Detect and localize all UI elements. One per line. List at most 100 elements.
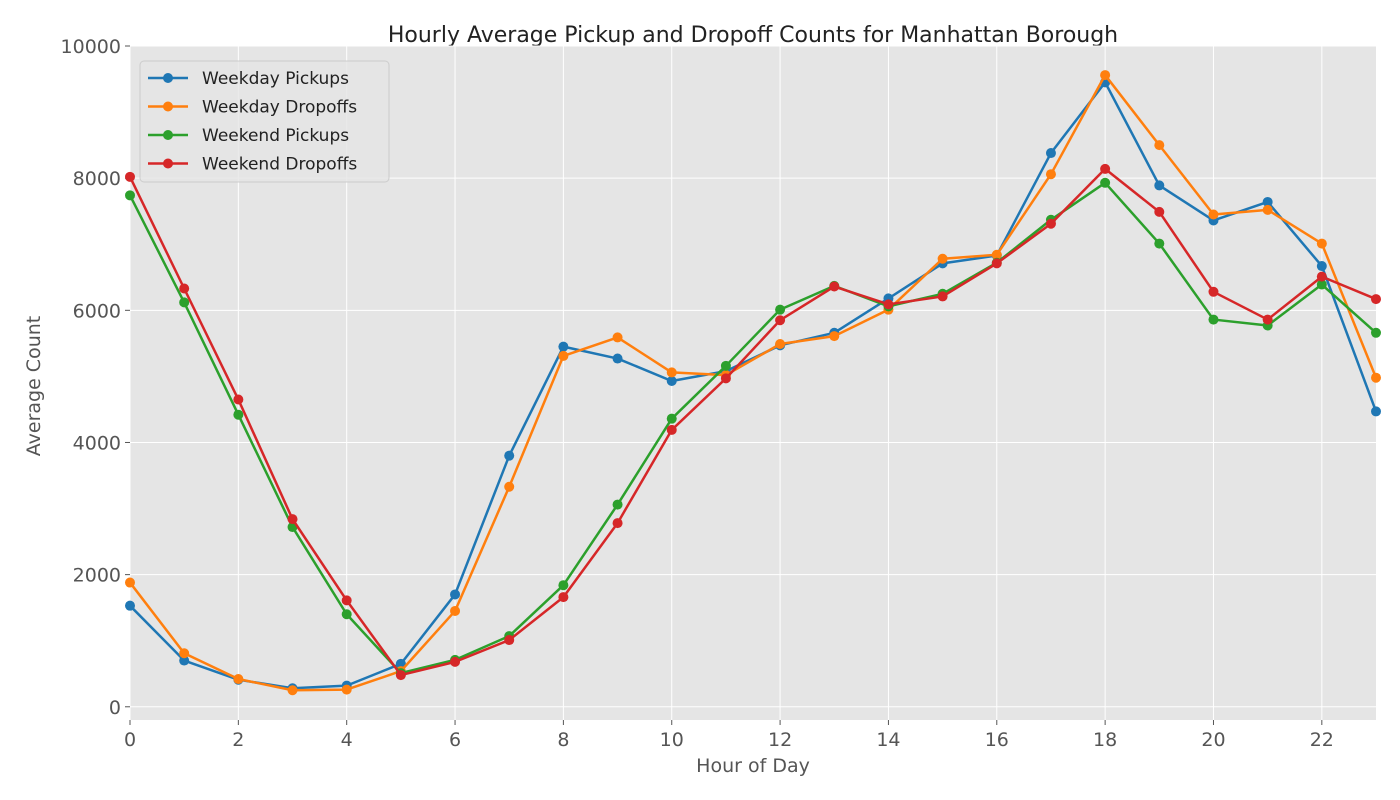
legend-label: Weekend Dropoffs (202, 155, 357, 175)
data-point (233, 674, 244, 685)
data-point (1371, 372, 1381, 383)
legend-swatch-marker (163, 130, 173, 140)
data-point (125, 171, 135, 182)
data-point (125, 190, 135, 201)
data-point (1262, 196, 1273, 207)
data-point (1371, 327, 1381, 338)
data-point (1100, 70, 1111, 81)
legend-item: Weekend Pickups (148, 126, 349, 146)
x-axis-label: Hour of Day (696, 755, 810, 777)
legend-item: Weekend Dropoffs (148, 155, 357, 175)
data-point (450, 605, 461, 616)
series-line (128, 167, 1377, 677)
data-point (1316, 279, 1327, 290)
data-point (775, 315, 786, 326)
data-point (504, 450, 515, 461)
chart-title: Hourly Average Pickup and Dropoff Counts… (388, 23, 1118, 48)
data-point (341, 595, 352, 606)
legend-item: Weekday Dropoffs (148, 98, 357, 118)
data-point (504, 635, 515, 646)
legend-swatch-marker (163, 73, 173, 83)
legend-swatch-marker (163, 101, 173, 112)
data-point (991, 249, 1002, 260)
data-point (612, 353, 623, 364)
data-point (883, 299, 894, 310)
legend-label: Weekend Pickups (202, 126, 349, 146)
data-point (395, 658, 406, 669)
x-tick-label: 4 (341, 729, 353, 751)
data-point (504, 481, 515, 492)
data-point (179, 648, 190, 659)
data-point (612, 518, 623, 529)
data-point (1262, 204, 1273, 215)
x-tick-label: 18 (1093, 729, 1117, 751)
x-tick-label: 8 (557, 729, 569, 751)
data-point (558, 580, 569, 591)
data-point (341, 609, 352, 620)
data-point (829, 331, 840, 342)
legend-label: Weekday Pickups (202, 69, 349, 89)
data-point (1316, 261, 1327, 272)
series-line (129, 73, 1378, 692)
data-point (395, 670, 406, 681)
data-point (1045, 148, 1056, 159)
axis-ticks: 0 2 4 6 8 10 12 14 16 18 20 22 0 2000 4000 6000 8000 1000… (61, 36, 1334, 751)
data-point (179, 297, 190, 308)
data-point (1100, 163, 1111, 174)
data-point (558, 341, 569, 352)
data-point (612, 499, 623, 510)
data-point (233, 409, 244, 420)
data-point (991, 258, 1002, 269)
data-point (179, 283, 190, 294)
data-point (666, 413, 677, 424)
data-point (666, 367, 677, 378)
y-tick-label: 4000 (73, 432, 121, 454)
data-point (1154, 206, 1165, 217)
data-point (233, 394, 244, 405)
x-tick-label: 0 (124, 729, 136, 751)
data-point (1208, 286, 1219, 297)
data-point (450, 656, 461, 667)
x-tick-label: 2 (232, 729, 244, 751)
legend-label: Weekday Dropoffs (202, 98, 357, 118)
data-point (1208, 314, 1219, 325)
x-tick-label: 20 (1201, 729, 1225, 751)
data-point (775, 339, 786, 350)
legend: Weekday Pickups Weekday Dropoffs Weekend P… (139, 60, 390, 183)
data-point (1154, 140, 1165, 151)
legend-swatch-marker (163, 158, 173, 169)
x-tick-label: 6 (449, 729, 461, 751)
data-point (1045, 169, 1056, 180)
data-point (341, 684, 352, 695)
data-point (558, 592, 569, 603)
data-point (125, 577, 135, 588)
data-point (720, 360, 731, 371)
y-tick-label: 6000 (73, 300, 121, 322)
data-point (666, 376, 677, 387)
data-point (829, 281, 840, 292)
data-point (1316, 238, 1327, 249)
legend-item: Weekday Pickups (148, 69, 349, 89)
x-tick-label: 14 (876, 729, 900, 751)
data-point (666, 424, 677, 435)
data-point (612, 332, 623, 343)
data-point (558, 350, 569, 361)
data-point (937, 253, 948, 264)
x-tick-label: 22 (1310, 729, 1334, 751)
x-tick-label: 16 (985, 729, 1009, 751)
data-point (450, 589, 461, 600)
data-point (775, 304, 786, 315)
data-point (287, 685, 298, 696)
data-point (287, 514, 298, 525)
x-tick-label: 10 (660, 729, 684, 751)
data-point (1154, 238, 1165, 249)
legend-box (139, 60, 390, 183)
data-point (1208, 209, 1219, 220)
data-point (1371, 294, 1381, 305)
series-weekend-dropoffs (125, 163, 1381, 681)
data-point (179, 655, 190, 666)
series-group (125, 70, 1381, 696)
series-line (128, 181, 1377, 675)
y-tick-label: 0 (109, 697, 121, 719)
